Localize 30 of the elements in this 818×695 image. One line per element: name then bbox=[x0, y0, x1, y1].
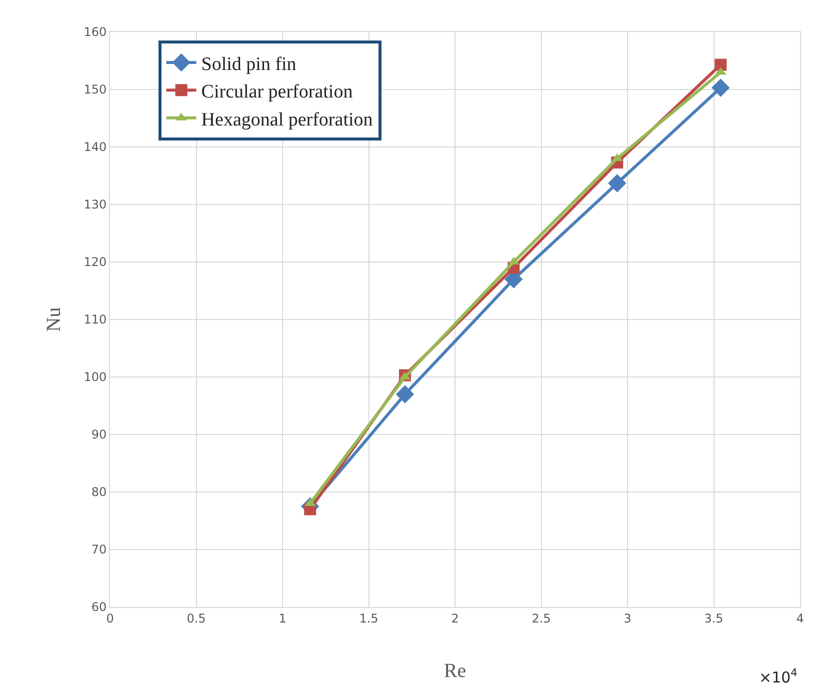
y-tick-label: 100 bbox=[84, 370, 107, 384]
y-tick-label: 60 bbox=[91, 600, 107, 614]
point bbox=[608, 174, 626, 192]
point bbox=[396, 385, 414, 404]
y-tick-label: 160 bbox=[84, 25, 107, 40]
legend-label: Hexagonal perforation bbox=[201, 109, 374, 130]
y-tick-label: 120 bbox=[84, 255, 107, 270]
point bbox=[714, 58, 727, 71]
y-tick-label: 90 bbox=[91, 428, 107, 442]
text: ×10$^{4}$ bbox=[759, 667, 798, 686]
y-tick-label: 150 bbox=[84, 82, 107, 97]
x-tick-label: 0 bbox=[106, 611, 114, 626]
y-tick-label: 130 bbox=[84, 198, 107, 212]
x-tick-label: 1 bbox=[278, 611, 286, 626]
x-tick-label: 4 bbox=[796, 611, 804, 626]
legend-label: Solid pin fin bbox=[201, 54, 297, 75]
x-tick-label: 3.5 bbox=[704, 611, 724, 626]
point bbox=[712, 78, 730, 97]
x-tick-label: 1.5 bbox=[359, 611, 378, 626]
y-axis-title: Nu bbox=[43, 307, 65, 332]
y-tick-label: 140 bbox=[84, 140, 107, 154]
x-tick-label: 3 bbox=[624, 611, 632, 626]
y-tick-label: 110 bbox=[84, 312, 107, 327]
x-tick-label: 2.5 bbox=[532, 611, 551, 626]
y-tick-label: 70 bbox=[91, 542, 107, 557]
x-axis-title: Re bbox=[444, 660, 466, 682]
y-tick-label: 80 bbox=[91, 485, 107, 500]
legend-label: Circular perforation bbox=[201, 82, 354, 103]
x-tick-label: 2 bbox=[451, 611, 459, 626]
x-tick-label: 0.5 bbox=[186, 611, 206, 626]
